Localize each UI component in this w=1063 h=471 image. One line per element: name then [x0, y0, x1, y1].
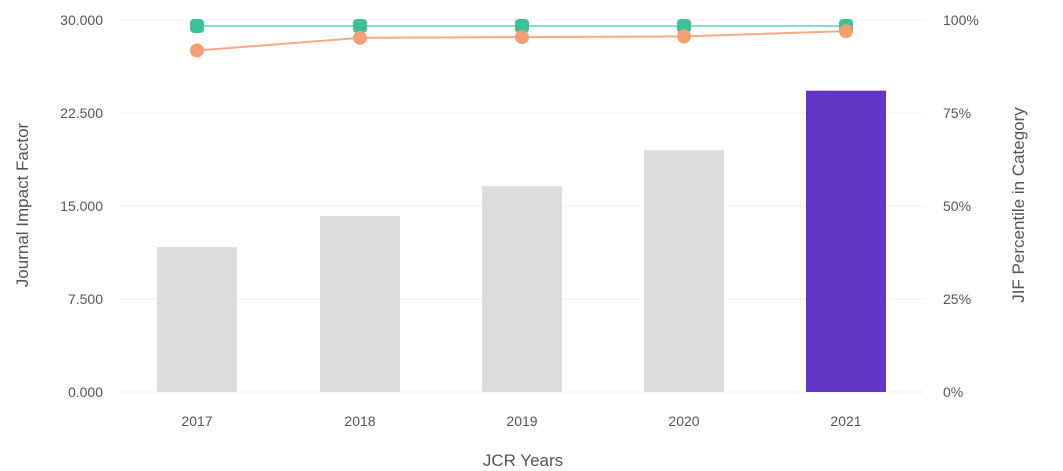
square-marker-2019[interactable]	[515, 18, 529, 33]
right-axis-ticks: 0% 25% 50% 75% 100%	[943, 12, 979, 400]
right-tick-label: 50%	[943, 198, 971, 214]
left-tick-label: 7.500	[68, 291, 103, 307]
left-axis-title: Journal Impact Factor	[13, 122, 32, 287]
x-tick-label: 2021	[830, 413, 861, 429]
circle-marker-2020[interactable]	[677, 29, 691, 44]
circle-marker-2019[interactable]	[515, 30, 529, 45]
left-axis-ticks: 0.000 7.500 15.000 22.500 30.000	[60, 12, 103, 400]
circle-marker-2021[interactable]	[839, 24, 853, 39]
x-tick-label: 2017	[181, 413, 212, 429]
bar-2018[interactable]	[320, 215, 400, 392]
x-axis-title: JCR Years	[483, 451, 563, 470]
bar-series	[157, 90, 886, 393]
bar-2020[interactable]	[644, 150, 724, 392]
x-tick-label: 2018	[344, 413, 375, 429]
line-series	[190, 18, 853, 58]
circle-marker-2017[interactable]	[190, 43, 204, 58]
bar-2017[interactable]	[157, 246, 237, 392]
right-tick-label: 0%	[943, 384, 963, 400]
right-tick-label: 25%	[943, 291, 971, 307]
left-tick-label: 0.000	[68, 384, 103, 400]
square-marker-2018[interactable]	[353, 18, 367, 33]
right-tick-label: 75%	[943, 105, 971, 121]
square-marker-2017[interactable]	[190, 18, 204, 33]
right-axis-title: JIF Percentile in Category	[1009, 107, 1028, 303]
left-tick-label: 30.000	[60, 12, 103, 28]
bar-2021[interactable]	[806, 90, 886, 393]
circle-marker-2018[interactable]	[353, 30, 367, 45]
left-tick-label: 22.500	[60, 105, 103, 121]
square-marker-2020[interactable]	[677, 18, 691, 33]
left-tick-label: 15.000	[60, 198, 103, 214]
bar-2019[interactable]	[482, 186, 562, 392]
right-tick-label: 100%	[943, 12, 979, 28]
x-tick-label: 2019	[506, 413, 537, 429]
x-axis-ticks: 2017 2018 2019 2020 2021	[181, 413, 861, 429]
x-tick-label: 2020	[668, 413, 699, 429]
